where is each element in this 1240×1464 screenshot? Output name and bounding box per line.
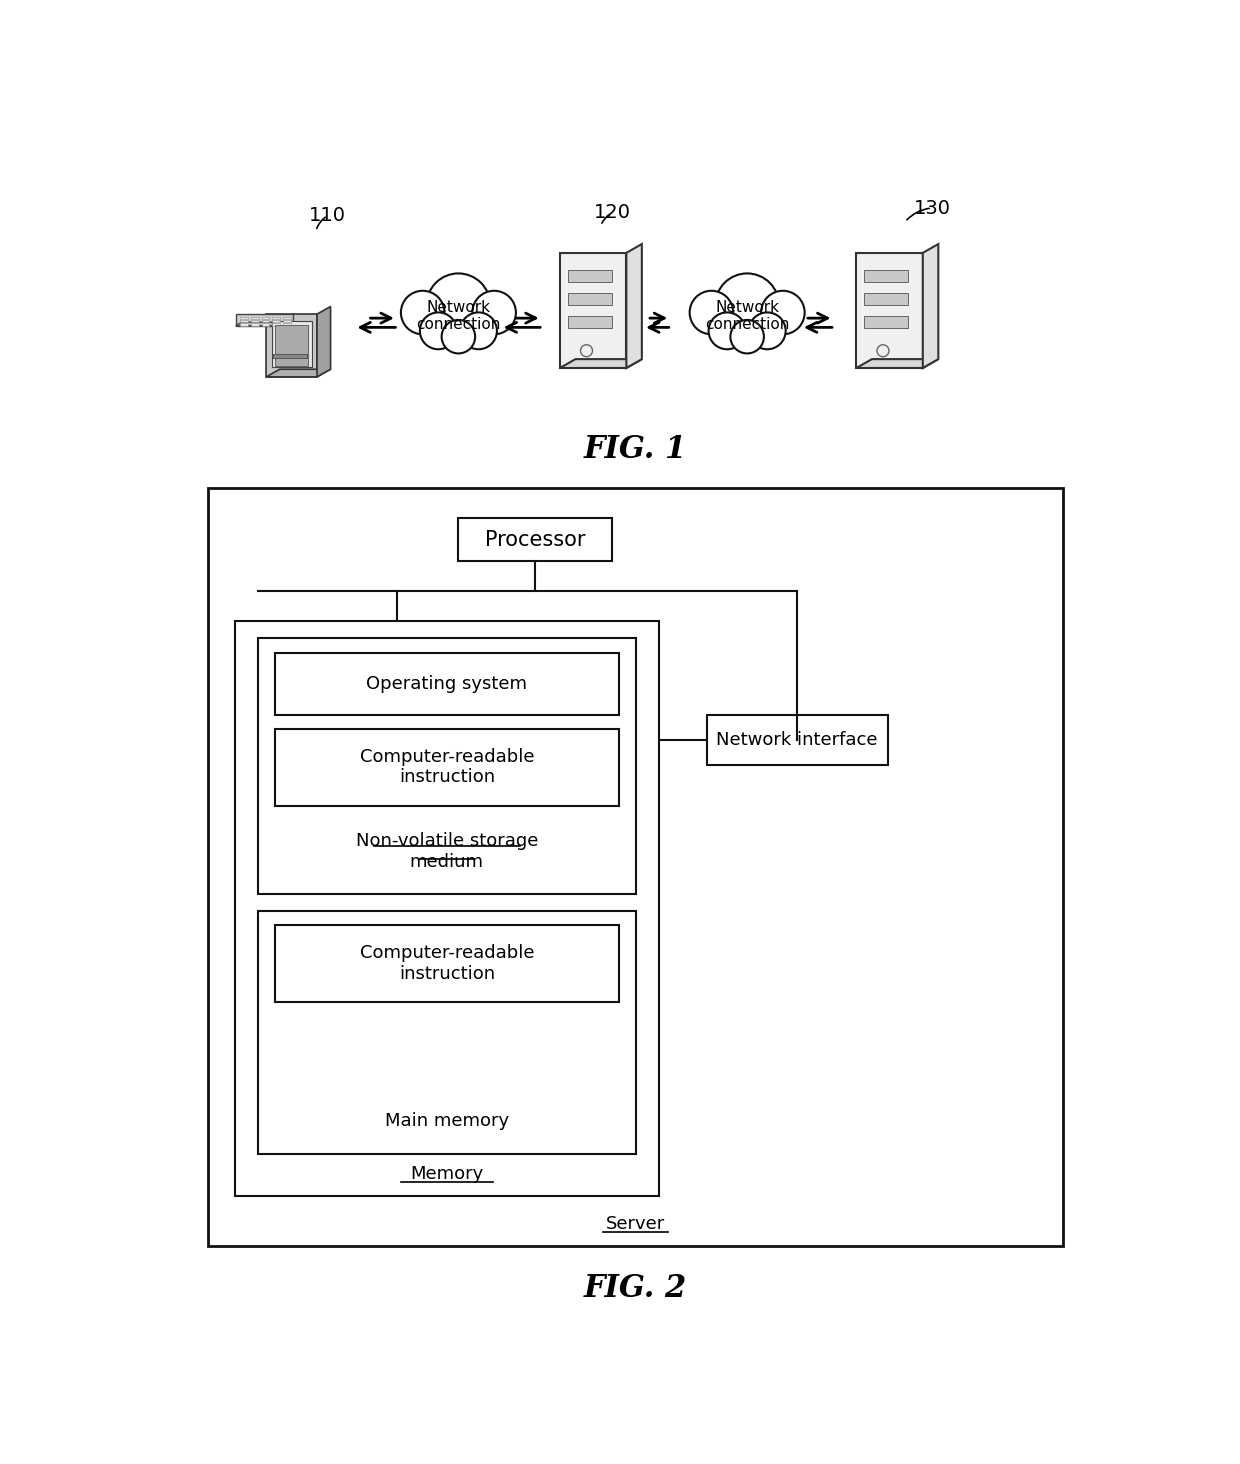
Bar (258, 638, 635, 895)
Text: Server: Server (606, 1215, 665, 1233)
Circle shape (715, 274, 779, 337)
Polygon shape (267, 369, 331, 376)
Text: Network
connection: Network connection (417, 300, 501, 332)
Circle shape (401, 291, 444, 334)
Text: FIG. 1: FIG. 1 (584, 433, 687, 464)
Bar (275, 925, 619, 1001)
Bar (208, 488, 1063, 1246)
Text: Main memory: Main memory (384, 1113, 508, 1130)
Bar (459, 518, 613, 561)
Polygon shape (241, 324, 248, 325)
Bar (236, 621, 658, 1196)
Circle shape (749, 312, 786, 350)
Text: Network interface: Network interface (717, 731, 878, 748)
Polygon shape (283, 324, 290, 325)
Polygon shape (250, 316, 259, 319)
Text: 120: 120 (594, 203, 631, 223)
Text: FIG. 2: FIG. 2 (584, 1272, 687, 1304)
Circle shape (427, 274, 490, 337)
Polygon shape (262, 321, 269, 322)
Text: Operating system: Operating system (366, 675, 527, 692)
Polygon shape (568, 316, 611, 328)
Polygon shape (864, 271, 908, 281)
Polygon shape (273, 353, 306, 359)
Text: Network
connection: Network connection (706, 300, 790, 332)
Circle shape (472, 291, 516, 334)
Polygon shape (273, 324, 280, 325)
Polygon shape (267, 315, 317, 376)
Polygon shape (283, 321, 290, 322)
Polygon shape (275, 325, 309, 366)
Bar (275, 653, 619, 714)
Polygon shape (864, 316, 908, 328)
Polygon shape (568, 271, 611, 281)
Polygon shape (857, 359, 939, 367)
Bar (258, 911, 635, 1154)
Polygon shape (626, 244, 642, 367)
Circle shape (689, 291, 733, 334)
Text: Computer-readable
instruction: Computer-readable instruction (360, 944, 534, 982)
Bar (707, 714, 888, 764)
Text: Computer-readable
instruction: Computer-readable instruction (360, 748, 534, 786)
Polygon shape (272, 321, 311, 367)
Circle shape (761, 291, 805, 334)
Text: Memory: Memory (410, 1165, 484, 1183)
Circle shape (708, 312, 745, 350)
Text: 110: 110 (309, 206, 346, 225)
Polygon shape (560, 253, 626, 367)
Polygon shape (236, 322, 299, 326)
Polygon shape (250, 321, 259, 322)
Polygon shape (262, 316, 269, 319)
Text: Processor: Processor (485, 530, 585, 549)
Circle shape (420, 312, 456, 350)
Polygon shape (857, 253, 923, 367)
Circle shape (730, 321, 764, 353)
Polygon shape (317, 306, 331, 376)
Circle shape (460, 312, 497, 350)
Text: Non-volatile storage
medium: Non-volatile storage medium (356, 833, 538, 871)
Polygon shape (273, 316, 280, 319)
Bar (275, 729, 619, 805)
Circle shape (441, 321, 475, 353)
Polygon shape (283, 316, 290, 319)
Polygon shape (568, 293, 611, 305)
Polygon shape (273, 321, 280, 322)
Polygon shape (236, 313, 293, 326)
Polygon shape (864, 293, 908, 305)
Text: 130: 130 (914, 199, 950, 218)
Polygon shape (262, 324, 269, 325)
Polygon shape (923, 244, 939, 367)
Polygon shape (241, 321, 248, 322)
Polygon shape (250, 324, 259, 325)
Polygon shape (241, 316, 248, 319)
Polygon shape (560, 359, 642, 367)
